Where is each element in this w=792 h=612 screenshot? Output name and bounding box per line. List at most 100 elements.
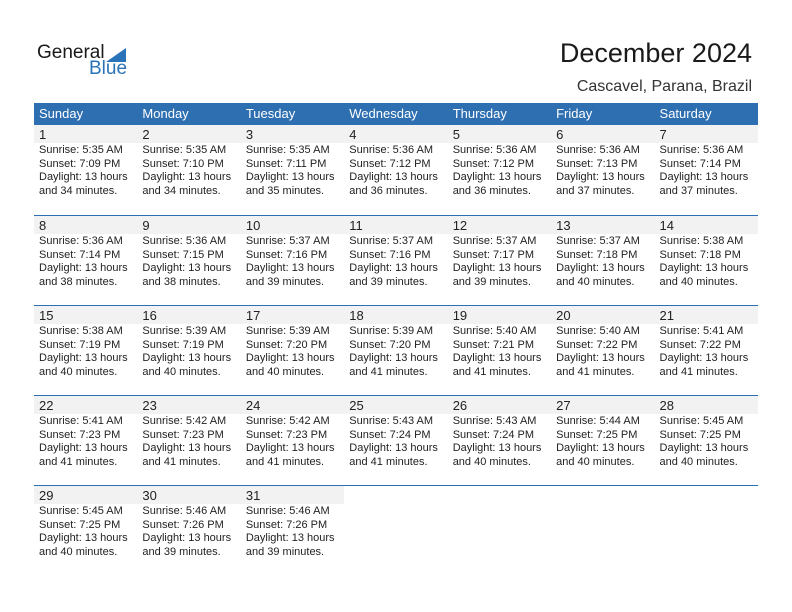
sunrise-text: Sunrise: 5:36 AM: [452, 144, 537, 156]
day-info: Sunrise: 5:42 AM Sunset: 7:23 PM Daylight:…: [241, 414, 344, 469]
sunrise-text: Sunrise: 5:40 AM: [556, 325, 640, 337]
day-info: Sunrise: 5:38 AM Sunset: 7:19 PM Daylight:…: [34, 324, 137, 379]
daylight1-text: Daylight: 13 hours: [39, 171, 128, 183]
day-number: 21: [654, 306, 758, 324]
sunrise-text: Sunrise: 5:41 AM: [659, 325, 744, 337]
day-info: Sunrise: 5:37 AM Sunset: 7:16 PM Daylight:…: [241, 234, 344, 289]
day-cell: 22 Sunrise: 5:41 AM Sunset: 7:23 PM Dayligh…: [34, 396, 138, 485]
daylight1-text: Daylight: 13 hours: [142, 442, 232, 454]
day-number: 8: [34, 216, 138, 234]
sunset-text: Sunset: 7:18 PM: [659, 248, 741, 261]
sunrise-text: Sunrise: 5:36 AM: [142, 235, 227, 247]
day-number: 26: [447, 396, 552, 414]
day-cell: 23 Sunrise: 5:42 AM Sunset: 7:23 PM Dayligh…: [137, 396, 241, 485]
sunset-text: Sunset: 7:23 PM: [142, 428, 224, 441]
day-cell: 21 Sunrise: 5:41 AM Sunset: 7:22 PM Dayligh…: [654, 306, 758, 395]
daylight2-text: and 40 minutes.: [39, 365, 118, 378]
daylight1-text: Daylight: 13 hours: [245, 442, 335, 454]
daylight1-text: Daylight: 13 hours: [659, 352, 749, 364]
day-info: Sunrise: 5:36 AM Sunset: 7:12 PM Daylight:…: [448, 143, 551, 198]
sunset-text: Sunset: 7:14 PM: [39, 248, 121, 261]
day-cell: 9 Sunrise: 5:36 AM Sunset: 7:15 PM Daylight…: [137, 216, 241, 305]
sunset-text: Sunset: 7:23 PM: [245, 428, 328, 441]
daylight2-text: and 41 minutes.: [659, 365, 738, 378]
day-info: Sunrise: 5:46 AM Sunset: 7:26 PM Daylight:…: [137, 504, 240, 559]
daylight1-text: Daylight: 13 hours: [142, 262, 232, 274]
day-info: Sunrise: 5:40 AM Sunset: 7:22 PM Daylight:…: [551, 324, 654, 379]
day-number: 25: [344, 396, 448, 414]
daylight2-text: and 41 minutes.: [349, 365, 428, 378]
day-cell: 12 Sunrise: 5:37 AM Sunset: 7:17 PM Dayligh…: [447, 216, 552, 305]
day-cell: 1 Sunrise: 5:35 AM Sunset: 7:09 PM Daylight…: [34, 125, 138, 215]
sunset-text: Sunset: 7:12 PM: [452, 157, 535, 170]
day-cell: 20 Sunrise: 5:40 AM Sunset: 7:22 PM Dayligh…: [551, 306, 655, 395]
day-cell: 29 Sunrise: 5:45 AM Sunset: 7:25 PM Dayligh…: [34, 486, 138, 575]
weekday-wednesday: Wednesday: [349, 106, 418, 121]
sunset-text: Sunset: 7:20 PM: [245, 338, 328, 351]
daylight2-text: and 38 minutes.: [142, 275, 221, 288]
day-number: 14: [654, 216, 758, 234]
daylight1-text: Daylight: 13 hours: [39, 262, 128, 274]
day-info: Sunrise: 5:36 AM Sunset: 7:14 PM Daylight:…: [655, 143, 758, 198]
day-number: 19: [447, 306, 552, 324]
day-info: Sunrise: 5:39 AM Sunset: 7:19 PM Daylight:…: [137, 324, 240, 379]
day-cell: 6 Sunrise: 5:36 AM Sunset: 7:13 PM Daylight…: [551, 125, 655, 215]
day-info: Sunrise: 5:36 AM Sunset: 7:14 PM Daylight:…: [34, 234, 137, 289]
sunrise-text: Sunrise: 5:40 AM: [452, 325, 537, 337]
calendar: Sunday Monday Tuesday Wednesday Thursday Frid…: [34, 103, 758, 575]
day-number: 15: [34, 306, 138, 324]
sunrise-text: Sunrise: 5:37 AM: [556, 235, 640, 247]
sunset-text: Sunset: 7:23 PM: [39, 428, 121, 441]
daylight2-text: and 40 minutes.: [142, 365, 221, 378]
day-number: 3: [240, 125, 345, 143]
daylight2-text: and 40 minutes.: [556, 455, 635, 468]
day-cell: 19 Sunrise: 5:40 AM Sunset: 7:21 PM Dayligh…: [447, 306, 552, 395]
sunset-text: Sunset: 7:14 PM: [659, 157, 741, 170]
sunset-text: Sunset: 7:13 PM: [556, 157, 638, 170]
daylight2-text: and 38 minutes.: [39, 275, 118, 288]
sunset-text: Sunset: 7:18 PM: [556, 248, 638, 261]
day-cell: 14 Sunrise: 5:38 AM Sunset: 7:18 PM Dayligh…: [654, 216, 758, 305]
day-number: 4: [344, 125, 448, 143]
daylight2-text: and 35 minutes.: [245, 184, 325, 197]
weekday-saturday: Saturday: [659, 106, 712, 121]
day-cell: 31 Sunrise: 5:46 AM Sunset: 7:26 PM Dayligh…: [240, 486, 345, 575]
day-cell: 15 Sunrise: 5:38 AM Sunset: 7:19 PM Dayligh…: [34, 306, 138, 395]
sunrise-text: Sunrise: 5:35 AM: [142, 144, 227, 156]
daylight1-text: Daylight: 13 hours: [452, 262, 542, 274]
day-info: Sunrise: 5:39 AM Sunset: 7:20 PM Daylight:…: [241, 324, 344, 379]
day-info: Sunrise: 5:38 AM Sunset: 7:18 PM Daylight:…: [655, 234, 758, 289]
daylight1-text: Daylight: 13 hours: [659, 442, 749, 454]
day-info: Sunrise: 5:41 AM Sunset: 7:23 PM Daylight:…: [34, 414, 137, 469]
weekday-friday: Friday: [556, 106, 593, 121]
logo-text-blue: Blue: [89, 58, 128, 79]
day-info: Sunrise: 5:37 AM Sunset: 7:16 PM Daylight:…: [344, 234, 447, 289]
sunrise-text: Sunrise: 5:36 AM: [39, 235, 123, 247]
day-cell: 10 Sunrise: 5:37 AM Sunset: 7:16 PM Dayligh…: [240, 216, 345, 305]
day-info: Sunrise: 5:37 AM Sunset: 7:17 PM Daylight:…: [448, 234, 551, 289]
day-info: Sunrise: 5:36 AM Sunset: 7:13 PM Daylight:…: [551, 143, 654, 198]
day-info: Sunrise: 5:40 AM Sunset: 7:21 PM Daylight:…: [448, 324, 551, 379]
daylight1-text: Daylight: 13 hours: [452, 171, 542, 183]
day-number: 9: [137, 216, 241, 234]
daylight1-text: Daylight: 13 hours: [556, 171, 645, 183]
sunrise-text: Sunrise: 5:45 AM: [659, 415, 744, 427]
sunrise-text: Sunrise: 5:38 AM: [659, 235, 744, 247]
sunrise-text: Sunrise: 5:35 AM: [245, 144, 330, 156]
weekday-sunday: Sunday: [39, 106, 84, 121]
logo-text-general: General: [37, 42, 105, 63]
week-row: 15 Sunrise: 5:38 AM Sunset: 7:19 PM Dayligh…: [34, 305, 758, 395]
day-info: Sunrise: 5:35 AM Sunset: 7:09 PM Daylight:…: [34, 143, 137, 198]
empty-cell: [551, 486, 655, 575]
day-cell: 16 Sunrise: 5:39 AM Sunset: 7:19 PM Dayligh…: [137, 306, 241, 395]
sunset-text: Sunset: 7:22 PM: [556, 338, 638, 351]
sunrise-text: Sunrise: 5:39 AM: [245, 325, 330, 337]
daylight1-text: Daylight: 13 hours: [39, 442, 128, 454]
daylight1-text: Daylight: 13 hours: [349, 262, 438, 274]
day-cell: 13 Sunrise: 5:37 AM Sunset: 7:18 PM Dayligh…: [551, 216, 655, 305]
sunset-text: Sunset: 7:17 PM: [452, 248, 535, 261]
sunrise-text: Sunrise: 5:46 AM: [142, 505, 227, 517]
sunset-text: Sunset: 7:20 PM: [349, 338, 431, 351]
day-number: [654, 486, 758, 504]
week-row: 22 Sunrise: 5:41 AM Sunset: 7:23 PM Dayligh…: [34, 395, 758, 485]
